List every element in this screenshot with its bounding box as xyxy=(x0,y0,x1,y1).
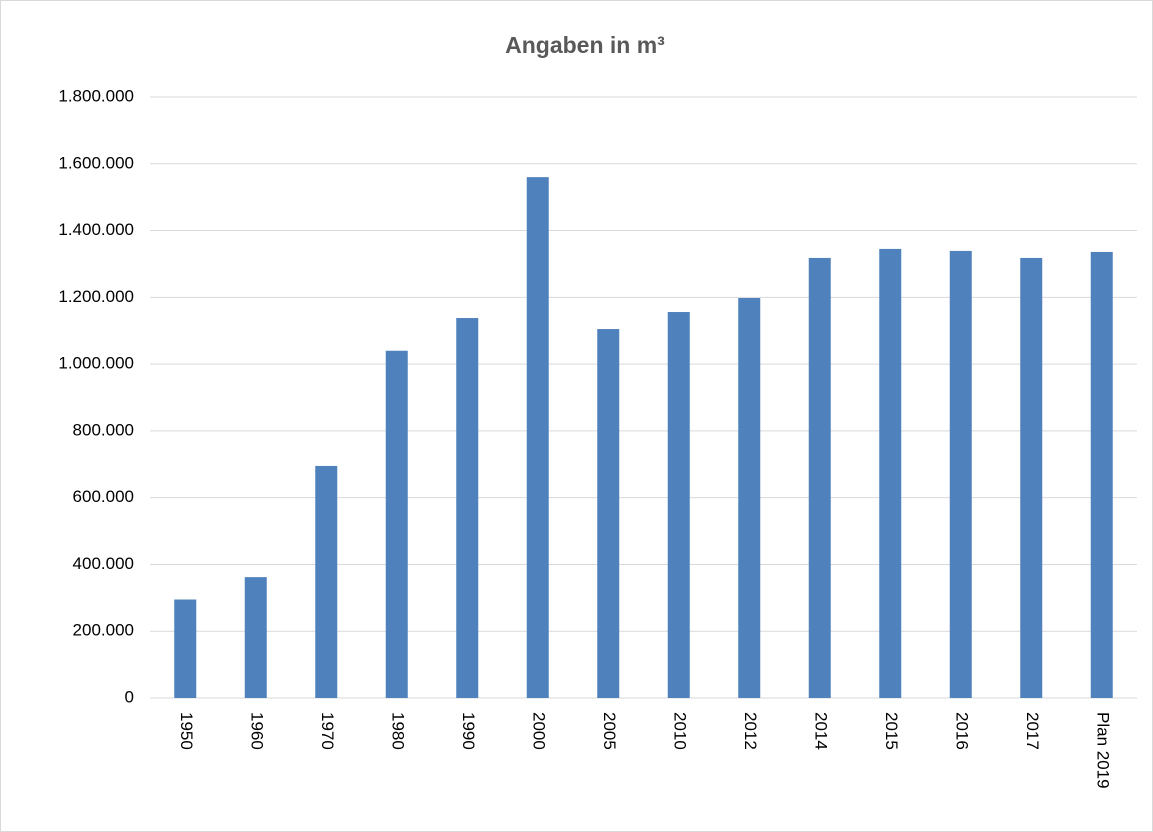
y-tick-label: 1.800.000 xyxy=(58,86,134,105)
x-tick-label: 1950 xyxy=(177,712,196,750)
bar xyxy=(174,599,197,698)
bar xyxy=(1020,257,1043,698)
x-tick-label: 1960 xyxy=(247,712,266,750)
y-tick-label: 800.000 xyxy=(73,420,134,439)
bar xyxy=(879,248,902,699)
x-tick-label: Plan 2019 xyxy=(1093,712,1112,789)
x-tick-label: 1970 xyxy=(318,712,337,750)
bar xyxy=(949,250,972,698)
x-tick-label: 1980 xyxy=(388,712,407,750)
x-tick-label: 1990 xyxy=(459,712,478,750)
y-tick-label: 600.000 xyxy=(73,487,134,506)
bar xyxy=(808,257,831,698)
bar xyxy=(1090,251,1113,698)
y-tick-label: 1.000.000 xyxy=(58,354,134,373)
bar xyxy=(667,312,690,698)
x-tick-label: 2010 xyxy=(670,712,689,750)
x-tick-label: 2015 xyxy=(882,712,901,750)
bar xyxy=(385,350,408,698)
y-tick-label: 400.000 xyxy=(73,554,134,573)
bar xyxy=(526,177,549,699)
x-tick-label: 2005 xyxy=(600,712,619,750)
bar xyxy=(738,298,761,698)
y-tick-label: 1.200.000 xyxy=(58,287,134,306)
y-tick-label: 0 xyxy=(125,687,134,706)
x-tick-label: 2014 xyxy=(811,712,830,750)
bar xyxy=(244,577,267,698)
x-tick-label: 2016 xyxy=(952,712,971,750)
x-tick-label: 2000 xyxy=(529,712,548,750)
x-tick-label: 2017 xyxy=(1023,712,1042,750)
chart-title: Angaben in m³ xyxy=(505,32,665,58)
y-tick-label: 1.400.000 xyxy=(58,220,134,239)
bar xyxy=(456,318,479,698)
y-tick-label: 1.600.000 xyxy=(58,153,134,172)
y-tick-label: 200.000 xyxy=(73,621,134,640)
bar xyxy=(597,329,620,698)
x-tick-label: 2012 xyxy=(741,712,760,750)
bar xyxy=(315,465,338,698)
